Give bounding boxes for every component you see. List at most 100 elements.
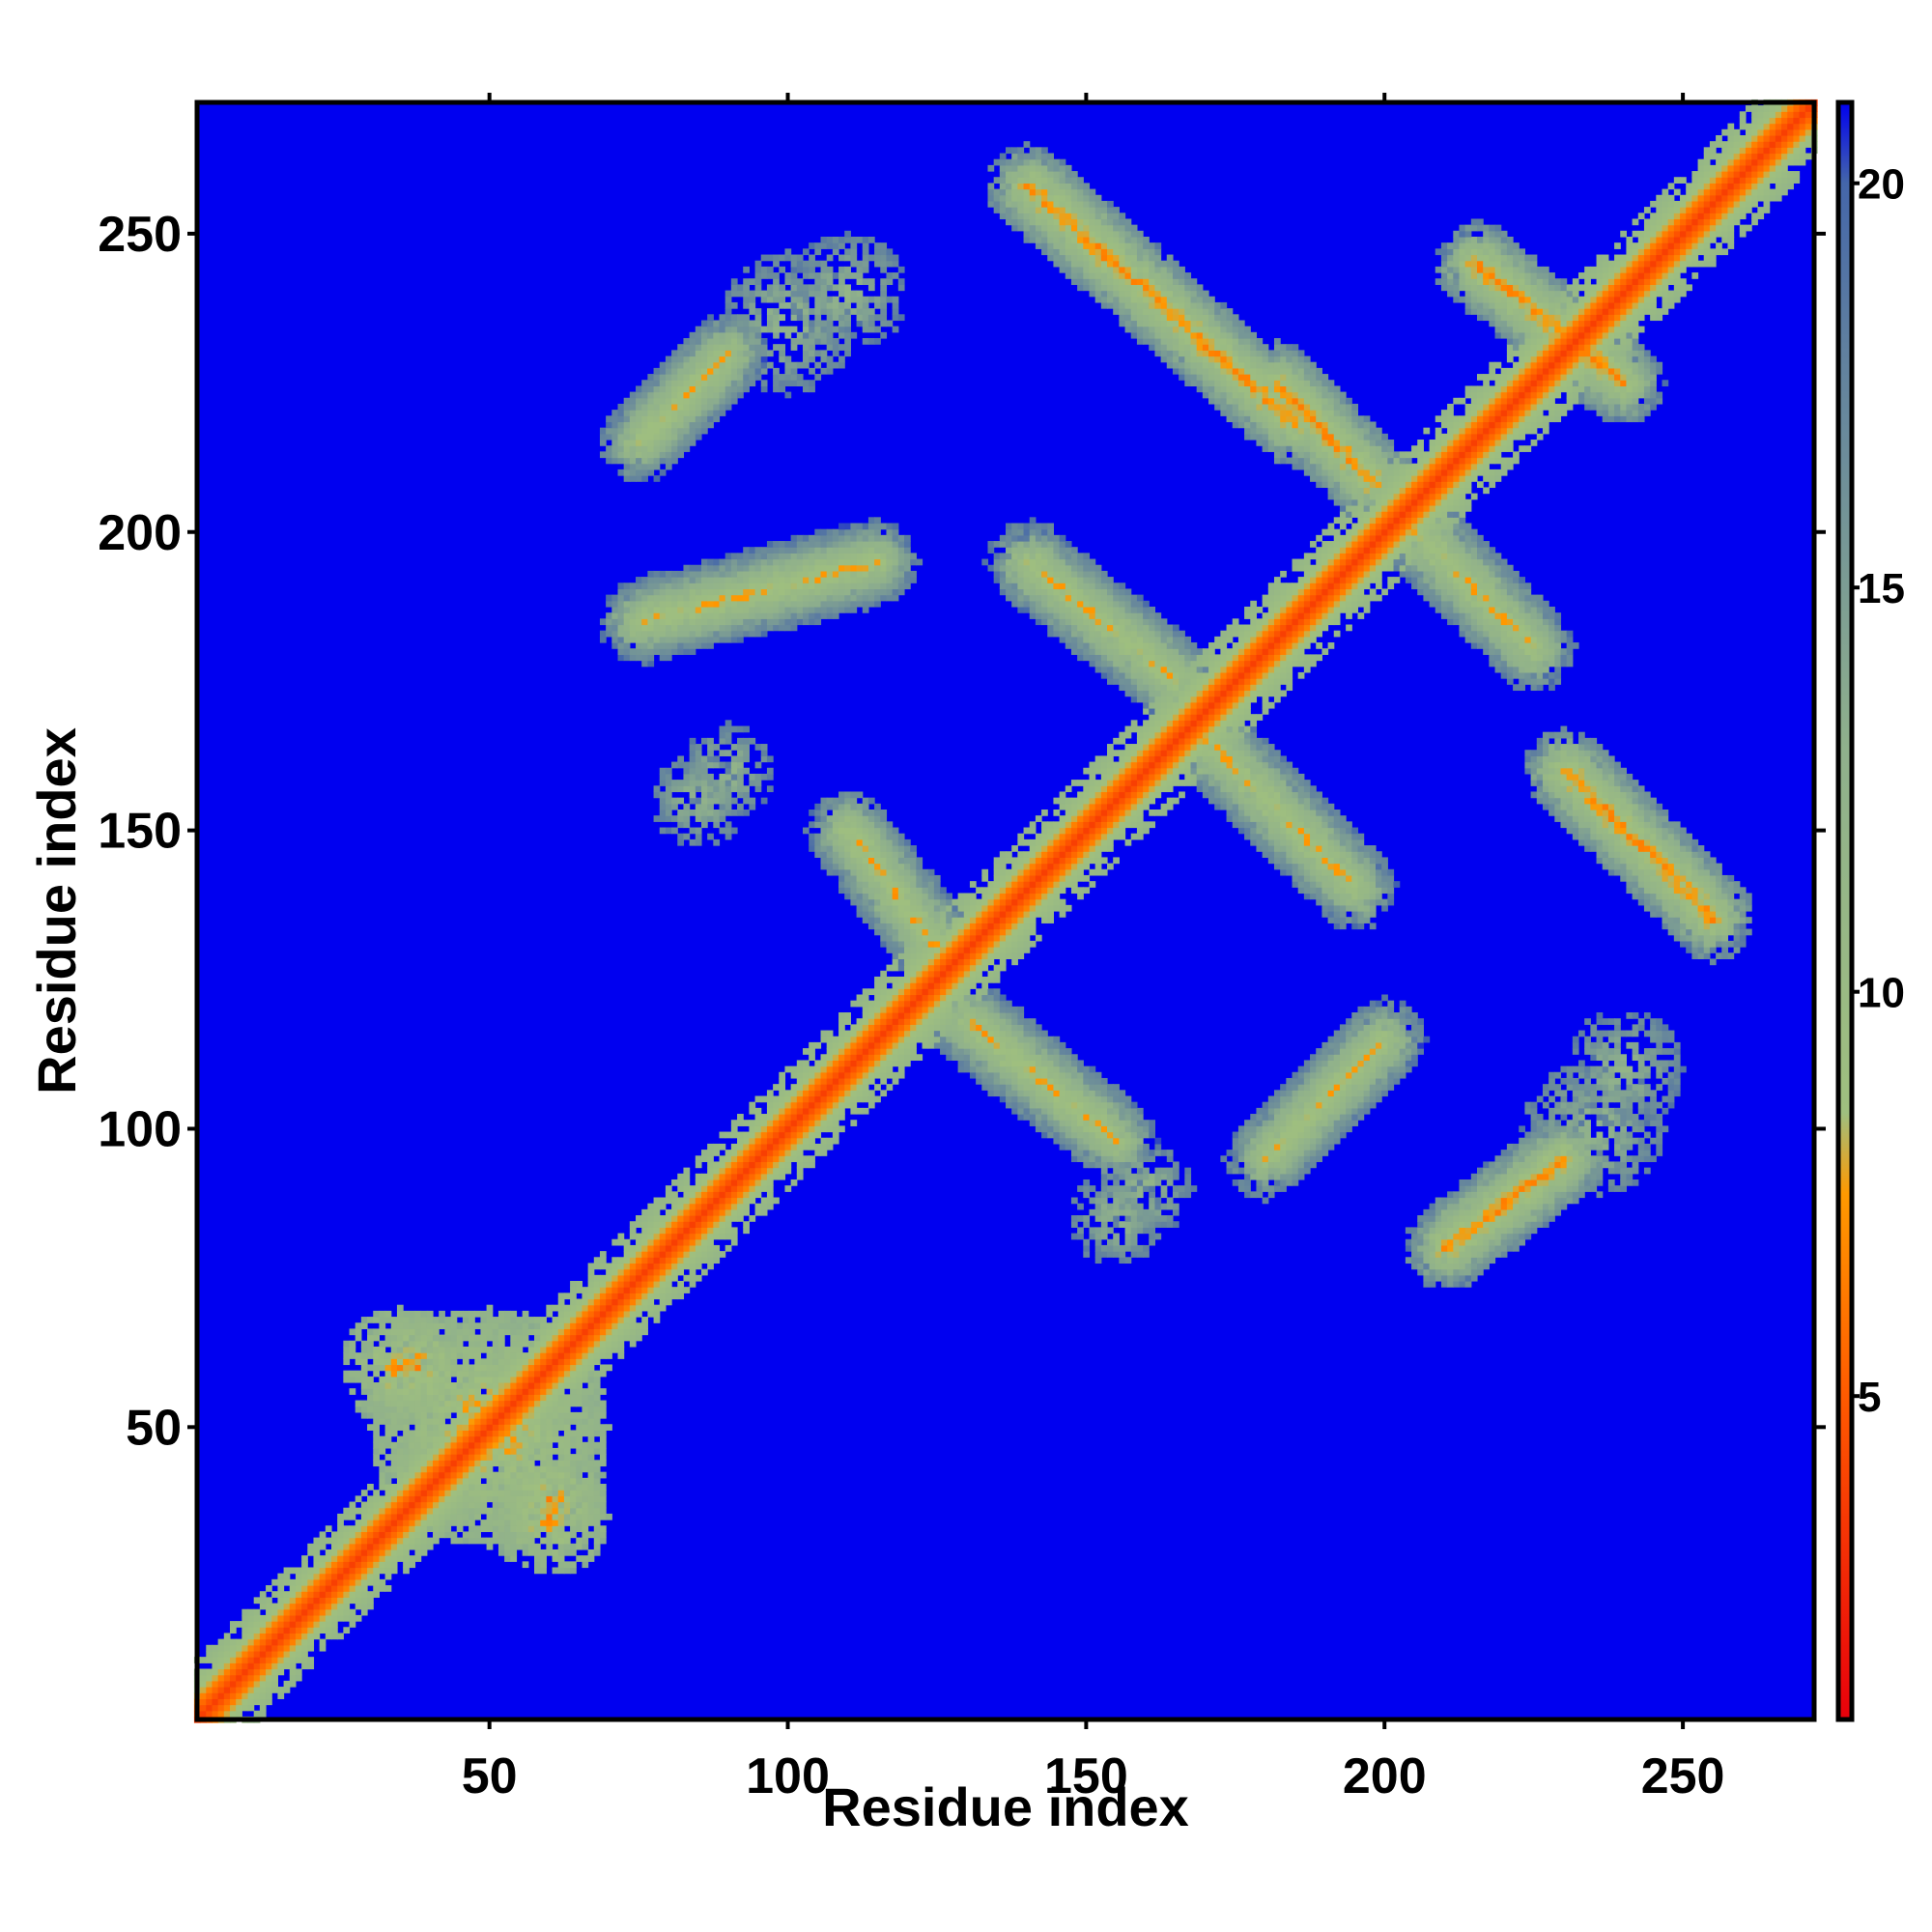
- heatmap-cell: [1077, 1114, 1084, 1121]
- heatmap-cell: [1363, 1048, 1371, 1055]
- heatmap-cell: [1119, 1185, 1126, 1192]
- heatmap-cell: [414, 1406, 428, 1413]
- heatmap-cell: [1029, 1107, 1037, 1115]
- heatmap-cell: [1089, 1208, 1096, 1216]
- heatmap-cell: [1483, 1197, 1496, 1205]
- heatmap-cell: [313, 1633, 321, 1640]
- heatmap-cell: [1256, 1167, 1264, 1175]
- heatmap-cell: [910, 1000, 917, 1008]
- heatmap-cell: [1572, 1041, 1579, 1049]
- heatmap-cell: [850, 1000, 858, 1008]
- heatmap-cell: [933, 1018, 941, 1025]
- heatmap-cell: [617, 1274, 625, 1282]
- heatmap-cell: [486, 1352, 494, 1359]
- heatmap-cell: [450, 1495, 458, 1503]
- heatmap-cell: [1292, 1077, 1299, 1085]
- heatmap-cell: [1262, 1167, 1269, 1175]
- heatmap-cell: [414, 1358, 422, 1366]
- heatmap-cell: [814, 1060, 822, 1067]
- heatmap-cell: [1548, 1203, 1555, 1210]
- heatmap-cell: [1440, 1233, 1448, 1240]
- heatmap-cell: [1643, 1012, 1651, 1019]
- heatmap-cell: [516, 1364, 524, 1372]
- heatmap-cell: [396, 1460, 404, 1467]
- heatmap-cell: [1143, 1244, 1150, 1252]
- heatmap-cell: [1297, 1077, 1305, 1085]
- heatmap-cell: [390, 1322, 398, 1329]
- heatmap-cell: [976, 1060, 982, 1067]
- heatmap-cell: [414, 1382, 422, 1389]
- heatmap-cell: [1070, 1054, 1078, 1062]
- heatmap-cell: [325, 1633, 332, 1640]
- heatmap-cell: [1399, 1036, 1406, 1043]
- heatmap-cell: [719, 1131, 726, 1139]
- heatmap-cell: [1339, 1060, 1347, 1067]
- heatmap-cell: [439, 1400, 445, 1407]
- heatmap-cell: [773, 1150, 780, 1156]
- heatmap-cell: [420, 1548, 428, 1556]
- heatmap-cell: [1100, 1161, 1108, 1169]
- heatmap-cell: [1560, 1161, 1568, 1169]
- heatmap-cell: [247, 1627, 255, 1634]
- heatmap-cell: [420, 1388, 428, 1395]
- heatmap-cell: [1369, 1024, 1377, 1032]
- heatmap-cell: [373, 1411, 380, 1419]
- heatmap-cell: [1262, 1137, 1269, 1145]
- heatmap-cell: [283, 1687, 291, 1693]
- heatmap-cell: [904, 1054, 911, 1062]
- heatmap-cell: [439, 1358, 445, 1366]
- heatmap-cell: [707, 1197, 714, 1205]
- heatmap-cell: [814, 1071, 822, 1079]
- heatmap-cell: [1262, 1131, 1269, 1139]
- heatmap-cell: [1053, 1125, 1061, 1133]
- heatmap-cell: [1500, 1227, 1508, 1235]
- heatmap-cell: [570, 1471, 577, 1479]
- heatmap-cell: [1429, 1251, 1436, 1258]
- heatmap-cell: [874, 1084, 881, 1091]
- heatmap-cell: [1077, 1065, 1084, 1073]
- heatmap-cell: [1470, 1227, 1478, 1235]
- heatmap-cell: [1333, 1054, 1341, 1062]
- heatmap-cell: [1119, 1203, 1126, 1210]
- heatmap-cell: [611, 1263, 619, 1270]
- heatmap-cell: [582, 1495, 589, 1503]
- heatmap-cell: [730, 1173, 738, 1180]
- heatmap-cell: [1083, 1179, 1091, 1186]
- heatmap-cell: [1130, 1203, 1138, 1210]
- heatmap-cell: [379, 1435, 392, 1443]
- heatmap-cell: [1107, 1084, 1114, 1091]
- heatmap-cell: [319, 1573, 327, 1580]
- heatmap-cell: [1070, 1221, 1078, 1228]
- heatmap-cell: [403, 1424, 410, 1431]
- heatmap-cell: [444, 1394, 452, 1402]
- heatmap-cell: [552, 1513, 559, 1520]
- heatmap-cell: [1136, 1161, 1144, 1169]
- heatmap-cell: [1035, 1125, 1042, 1133]
- heatmap-cell: [1375, 1024, 1382, 1032]
- heatmap-cell: [319, 1638, 327, 1646]
- heatmap-cell: [414, 1352, 422, 1359]
- heatmap-cell: [1130, 1137, 1138, 1145]
- heatmap-cell: [1596, 1041, 1604, 1049]
- heatmap-cell: [444, 1322, 452, 1329]
- heatmap-cell: [206, 1650, 213, 1658]
- heatmap-cell: [563, 1382, 571, 1389]
- heatmap-cell: [462, 1418, 469, 1425]
- heatmap-cell: [1160, 1167, 1168, 1175]
- heatmap-cell: [606, 1340, 612, 1348]
- heatmap-cell: [439, 1465, 445, 1473]
- heatmap-cell: [360, 1531, 368, 1539]
- heatmap-cell: [384, 1441, 392, 1449]
- heatmap-cell: [492, 1513, 499, 1520]
- heatmap-cell: [760, 1161, 768, 1169]
- heatmap-cell: [396, 1358, 404, 1366]
- heatmap-cell: [1083, 1161, 1091, 1169]
- heatmap-cell: [1411, 1018, 1418, 1025]
- heatmap-cell: [289, 1621, 297, 1628]
- heatmap-cell: [969, 1048, 977, 1055]
- heatmap-cell: [456, 1447, 464, 1455]
- heatmap-cell: [713, 1233, 721, 1240]
- heatmap-cell: [319, 1537, 327, 1545]
- heatmap-cell: [1059, 1071, 1066, 1079]
- heatmap-cell: [1673, 1048, 1681, 1055]
